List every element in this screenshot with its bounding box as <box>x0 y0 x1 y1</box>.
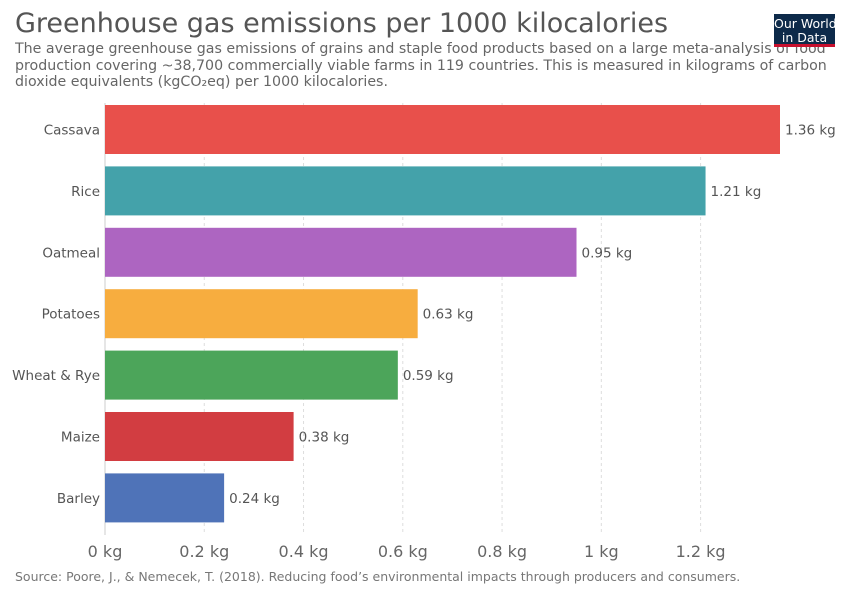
bar-layer <box>105 105 780 523</box>
x-tick-label: 1.2 kg <box>676 542 726 561</box>
logo-line-2: in Data <box>781 30 828 45</box>
bar-rice[interactable] <box>105 166 706 216</box>
x-tick-label: 1 kg <box>584 542 619 561</box>
chart-subtitle: The average greenhouse gas emissions of … <box>15 41 837 91</box>
category-label: Wheat & Rye <box>12 368 100 384</box>
bar-cassava[interactable] <box>105 105 780 154</box>
subtitle-line-3: dioxide equivalents (kgCO₂eq) per 1000 k… <box>15 74 388 90</box>
x-tick-label: 0.2 kg <box>179 542 229 561</box>
bar-maize[interactable] <box>105 412 294 461</box>
x-tick-label: 0.6 kg <box>378 542 428 561</box>
category-label: Barley <box>57 491 100 507</box>
label-layer: 0 kg 0.2 kg 0.4 kg 0.6 kg 0.8 kg 1 kg 1.2 kg Ca… <box>12 123 836 562</box>
category-label: Cassava <box>44 123 100 139</box>
value-label: 0.38 kg <box>299 430 350 446</box>
value-label: 0.95 kg <box>582 245 633 261</box>
category-label: Rice <box>71 184 100 200</box>
logo-line-1: Our World <box>774 16 837 31</box>
category-label: Maize <box>61 430 100 446</box>
category-label: Oatmeal <box>42 245 100 261</box>
value-label: 0.24 kg <box>229 491 280 507</box>
value-label: 1.21 kg <box>711 184 762 200</box>
bar-barley[interactable] <box>105 473 225 523</box>
owid-logo[interactable]: Our World in Data <box>774 14 837 47</box>
category-label: Potatoes <box>42 307 100 323</box>
value-label: 0.63 kg <box>423 307 474 323</box>
subtitle-line-2: production covering ~38,700 commercially… <box>15 57 827 74</box>
bar-potatoes[interactable] <box>105 289 418 339</box>
bar-wheat-rye[interactable] <box>105 350 398 400</box>
x-tick-label: 0.4 kg <box>279 542 329 561</box>
x-tick-label: 0 kg <box>88 542 123 561</box>
value-label: 1.36 kg <box>785 123 836 139</box>
subtitle-line-1: The average greenhouse gas emissions of … <box>15 41 826 57</box>
bar-oatmeal[interactable] <box>105 227 577 277</box>
chart-title: Greenhouse gas emissions per 1000 kiloca… <box>15 8 669 39</box>
source-note[interactable]: Source: Poore, J., & Nemecek, T. (2018).… <box>15 569 741 584</box>
value-label: 0.59 kg <box>403 368 454 384</box>
x-tick-label: 0.8 kg <box>477 542 527 561</box>
